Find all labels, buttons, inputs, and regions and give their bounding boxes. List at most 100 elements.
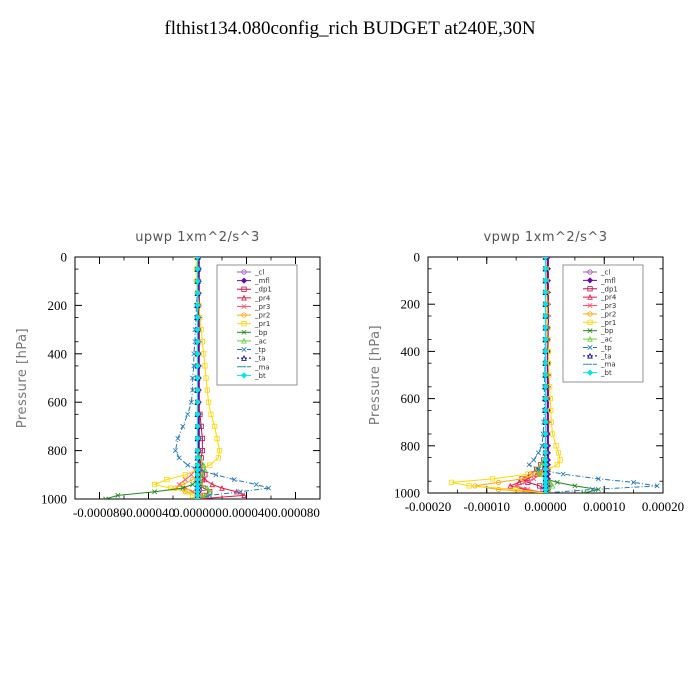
series-point-0-12-13 <box>194 411 201 418</box>
legend-marker-0-10 <box>241 355 247 361</box>
series-point-1-7-26 <box>581 490 587 493</box>
legend-label-1-6: _pr1 <box>600 319 616 327</box>
legend-marker-0-4 <box>241 303 247 309</box>
series-point-0-6-22 <box>152 481 158 488</box>
series-point-1-6-15 <box>549 431 556 437</box>
series-point-0-6-10 <box>203 375 209 381</box>
series-point-1-7-23 <box>554 479 560 485</box>
series-point-1-12-15 <box>542 430 549 438</box>
legend-marker-1-10 <box>587 352 593 359</box>
legend-box-1 <box>562 264 644 383</box>
legend-label-0-1: _mfl <box>254 277 270 285</box>
y-tick-label-0-3: 600 <box>48 395 68 410</box>
series-point-1-6-23 <box>448 479 455 485</box>
series-point-0-6-14 <box>212 423 218 430</box>
legend-label-1-5: _pr2 <box>600 310 616 318</box>
series-point-0-12-11 <box>194 386 201 394</box>
legend-marker-0-9 <box>241 347 247 353</box>
x-tick-label-0-0: -0.000080 <box>73 505 126 520</box>
series-point-1-12-1 <box>542 265 549 272</box>
series-point-1-9-25 <box>590 486 595 492</box>
series-point-0-12-12 <box>194 399 201 406</box>
series-point-0-9-15 <box>175 436 181 441</box>
legend-label-1-2: _dp1 <box>600 285 618 293</box>
series-point-1-6-24 <box>466 483 472 489</box>
series-point-0-6-23 <box>167 485 174 491</box>
legend-marker-0-7 <box>241 329 247 335</box>
series-point-1-9-18 <box>531 457 537 463</box>
legend-label-1-8: _ac <box>600 336 613 344</box>
x-tick-label-0-3: 0.000040 <box>222 505 271 520</box>
legend-label-1-3: _pr4 <box>600 294 617 302</box>
y-tick-label-0-2: 400 <box>48 346 68 361</box>
series-point-1-5-25 <box>495 486 502 493</box>
series-point-1-12-12 <box>542 395 549 402</box>
series-point-0-9-12 <box>188 399 194 405</box>
series-point-0-4-21 <box>182 477 188 483</box>
legend-marker-1-7 <box>587 328 593 334</box>
series-1-bt <box>542 257 549 493</box>
legend-label-1-10: _ta <box>600 352 612 360</box>
series-line-1-4 <box>514 257 546 493</box>
series-0-bt <box>194 257 201 499</box>
series-point-0-12-6 <box>194 326 201 333</box>
series-point-1-6-25 <box>513 486 519 493</box>
series-point-0-7-26 <box>103 496 109 499</box>
legend-marker-0-2 <box>241 286 247 292</box>
legend-box-0 <box>216 264 298 386</box>
series-point-0-9-10 <box>190 375 196 381</box>
series-point-1-6-16 <box>553 443 559 449</box>
series-point-0-7-23 <box>180 485 186 491</box>
series-point-0-12-2 <box>194 278 201 285</box>
y-tick-label-1-4: 800 <box>401 438 421 453</box>
series-point-0-6-16 <box>216 447 223 454</box>
series-point-0-12-8 <box>194 350 201 357</box>
series-point-0-9-23 <box>266 485 272 491</box>
series-point-0-12-17 <box>194 454 201 461</box>
y-axis-label-0: Pressure [hPa] <box>15 328 30 428</box>
y-tick-label-0-5: 1000 <box>41 492 67 507</box>
series-point-0-8-25 <box>202 492 208 498</box>
legend-marker-0-0 <box>241 269 247 275</box>
legend-label-1-0: _cl <box>600 269 610 277</box>
legend-marker-0-8 <box>241 337 247 344</box>
x-tick-label-1-0: -0.00020 <box>405 499 452 514</box>
series-point-1-8-24 <box>549 482 556 489</box>
legend-marker-0-3 <box>241 294 247 301</box>
legend-marker-1-12 <box>586 369 594 376</box>
series-point-1-12-10 <box>542 371 549 379</box>
series-point-0-3-21 <box>202 476 208 483</box>
series-point-1-12-26 <box>542 489 549 493</box>
series-point-1-12-5 <box>542 312 549 320</box>
series-point-1-4-22 <box>531 476 537 482</box>
series-point-1-6-14 <box>548 419 554 425</box>
figure-title: flthist134.080config_rich BUDGET at240E,… <box>164 18 536 39</box>
series-point-0-6-21 <box>164 477 170 483</box>
y-tick-label-0-4: 800 <box>48 443 68 458</box>
y-tick-label-1-2: 400 <box>401 344 421 359</box>
y-tick-label-1-0: 0 <box>414 250 421 265</box>
series-point-0-3-22 <box>209 481 216 488</box>
series-point-0-6-13 <box>208 411 214 417</box>
series-point-1-8-19 <box>537 461 544 468</box>
legend-label-0-6: _pr1 <box>254 320 270 328</box>
legend-label-1-11: _ma <box>600 361 616 369</box>
series-point-0-5-22 <box>180 481 186 488</box>
series-point-0-3-25 <box>241 492 247 498</box>
series-point-0-9-13 <box>185 411 191 417</box>
series-point-1-8-21 <box>536 471 543 477</box>
series-point-1-6-21 <box>525 471 531 477</box>
series-point-0-8-19 <box>202 466 208 473</box>
series-point-0-8-18 <box>200 462 207 468</box>
y-tick-label-1-3: 600 <box>401 391 421 406</box>
series-point-0-12-10 <box>194 374 201 382</box>
legend-label-0-12: _bt <box>254 372 266 380</box>
series-point-0-12-1 <box>194 265 201 273</box>
series-point-0-12-15 <box>194 435 201 442</box>
legend-label-0-7: _bp <box>254 329 268 337</box>
series-point-0-6-18 <box>207 462 213 468</box>
series-point-0-12-0 <box>194 257 201 261</box>
y-axis-label-1: Pressure [hPa] <box>368 325 383 425</box>
series-point-1-12-8 <box>542 348 549 355</box>
legend-marker-1-1 <box>586 277 594 284</box>
